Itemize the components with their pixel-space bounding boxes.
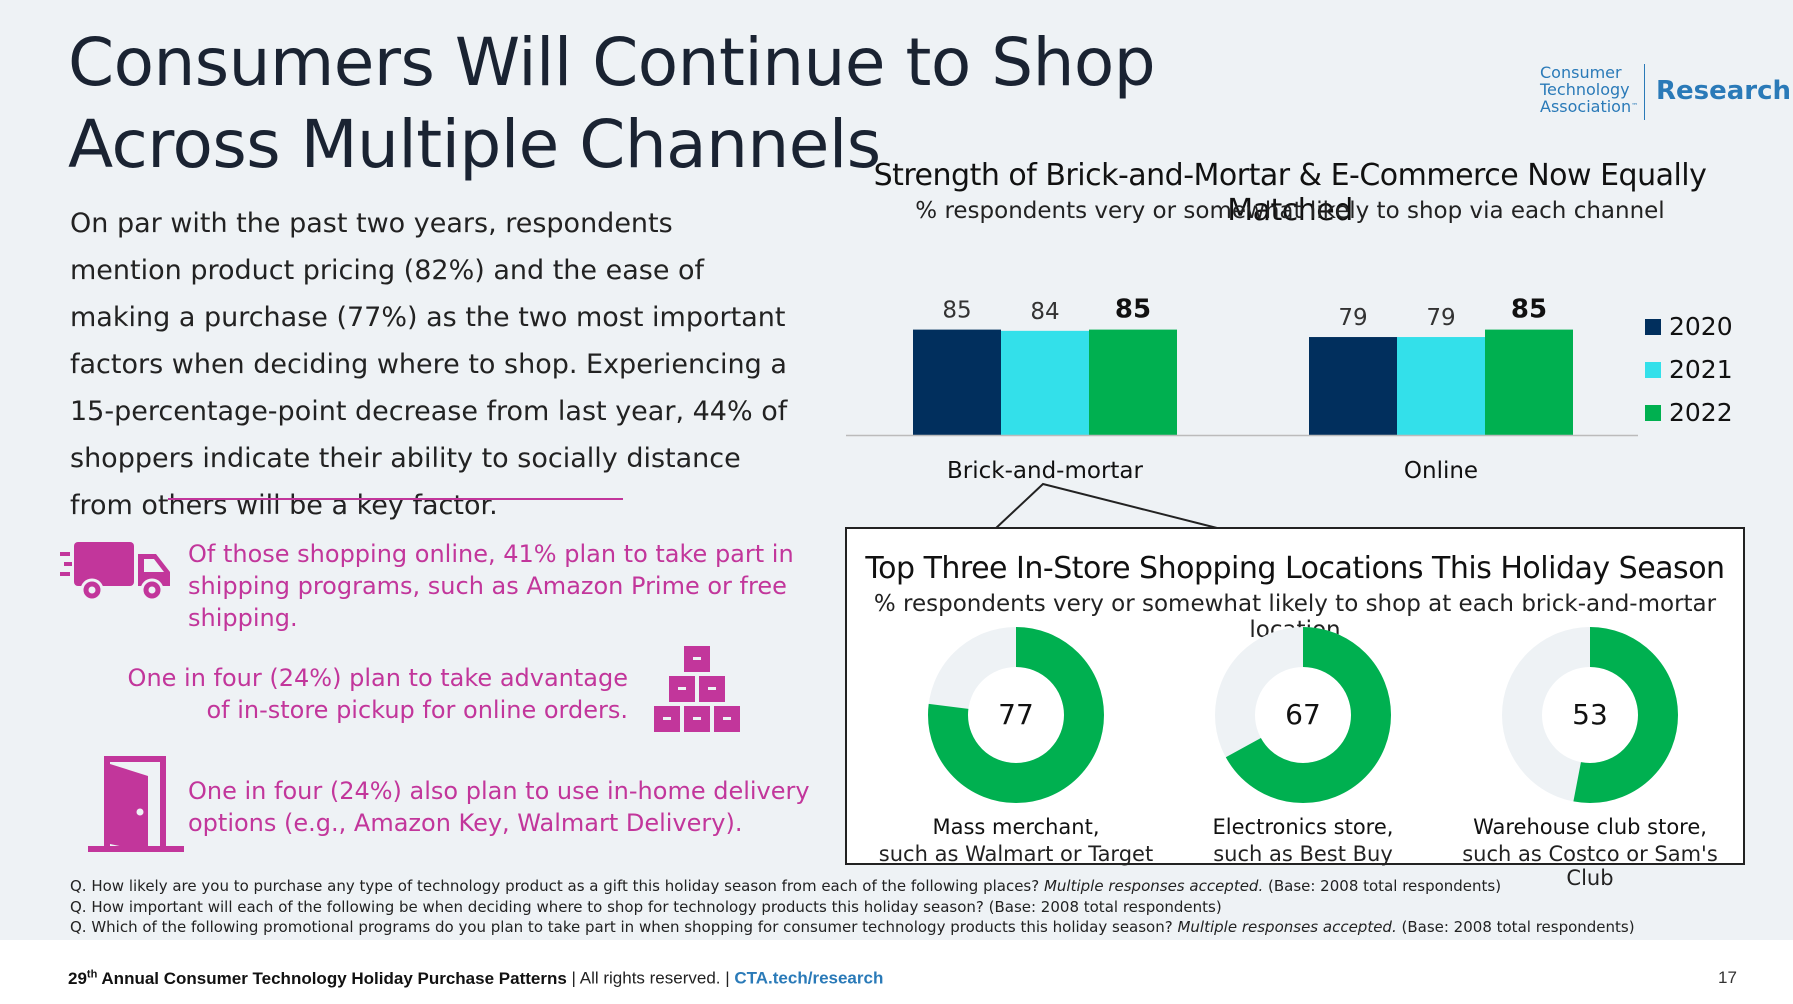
donut-example-label: such as Costco or Sam's Club: [1462, 842, 1718, 890]
bar-chart-title: Strength of Brick-and-Mortar & E-Commerc…: [873, 158, 1707, 228]
bar-2021-0: [1001, 330, 1089, 435]
footer-link[interactable]: CTA.tech/research: [734, 968, 884, 988]
legend-item-2020: 2020: [1645, 305, 1733, 348]
legend-swatch-2021: [1645, 361, 1661, 378]
bar-value-label: 85: [1115, 295, 1151, 325]
survey-questions: Q. How likely are you to purchase any ty…: [70, 876, 1770, 938]
open-door-icon: [88, 756, 184, 852]
logo-org-name: Consumer Technology Association™: [1540, 63, 1639, 116]
legend-swatch-2022: [1645, 404, 1661, 421]
donut-panel-title: Top Three In-Store Shopping Locations Th…: [865, 551, 1725, 586]
callout-inhome-delivery: One in four (24%) also plan to use in-ho…: [188, 777, 810, 837]
survey-note: Q. How important will each of the follow…: [70, 897, 1222, 916]
legend-label-2020: 2020: [1669, 312, 1733, 341]
bar-value-label: 85: [942, 298, 971, 324]
bar-2021-1: [1397, 337, 1485, 435]
donut-warehouse-club: 53 Warehouse club store, such as Costco …: [1450, 627, 1730, 890]
in-store-locations-panel: Top Three In-Store Shopping Locations Th…: [845, 527, 1745, 890]
bar-2020-0: [913, 329, 1001, 435]
donut-value-arc: [1215, 627, 1391, 803]
legend-item-2022: 2022: [1645, 391, 1733, 434]
section-divider: [168, 498, 623, 500]
donut-category-label: Mass merchant,: [932, 815, 1100, 839]
donut-value-label: 53: [1572, 698, 1608, 731]
bar-2020-1: [1309, 337, 1397, 435]
cta-logo: Consumer Technology Association™ Researc…: [1540, 63, 1791, 122]
donut-category-label: Electronics store,: [1212, 815, 1394, 839]
bar-value-label: 84: [1030, 299, 1059, 325]
donut-category-label: Warehouse club store,: [1473, 815, 1707, 839]
donut-value-label: 77: [998, 698, 1034, 731]
page-title: Consumers Will Continue to Shop Across M…: [68, 24, 1156, 183]
callout-pickup: One in four (24%) plan to take advantage…: [127, 664, 628, 724]
donut-value-label: 67: [1285, 698, 1321, 731]
logo-divider: [1644, 64, 1645, 120]
footer-sep: |: [725, 968, 735, 988]
donut-electronics-store: 67 Electronics store, such as Best Buy: [1163, 627, 1443, 877]
legend-item-2021: 2021: [1645, 348, 1733, 391]
bar-2022-1: [1485, 329, 1573, 435]
bar-value-label: 85: [1511, 295, 1547, 325]
bar-chart-subtitle: % respondents very or somewhat likely to…: [915, 198, 1665, 224]
donut-mass-merchant: 77 Mass merchant, such as Walmart or Tar…: [876, 627, 1156, 877]
donut-value-arc: [928, 627, 1104, 803]
logo-trademark: ™: [1631, 102, 1639, 110]
footer-sep: |: [566, 968, 580, 988]
category-label: Brick-and-mortar: [947, 458, 1144, 484]
body-paragraph: On par with the past two years, responde…: [70, 208, 788, 521]
callout-shipping: Of those shopping online, 41% plan to ta…: [188, 540, 794, 632]
logo-research: Research: [1656, 76, 1792, 106]
survey-note: Q. Which of the following promotional pr…: [70, 918, 1635, 936]
bar-chart: 85 84 85 Brick-and-mortar 79 79 85 Online: [846, 295, 1638, 484]
legend-label-2022: 2022: [1669, 398, 1733, 427]
callout-pointer: [994, 482, 1222, 530]
stacked-boxes-icon: [652, 644, 742, 734]
delivery-truck-icon: [60, 542, 170, 602]
slide: Consumers Will Continue to Shop Across M…: [0, 0, 1793, 940]
footer: 29th Annual Consumer Technology Holiday …: [68, 968, 883, 989]
donut-example-label: such as Best Buy: [1213, 842, 1393, 866]
legend-label-2021: 2021: [1669, 355, 1733, 384]
donut-example-label: such as Walmart or Target: [878, 842, 1154, 866]
bar-chart-legend: 2020 2021 2022: [1645, 305, 1733, 434]
donut-ring-electronics-store: [1215, 627, 1391, 803]
footer-rights: All rights reserved.: [579, 968, 726, 988]
donut-ring-warehouse-club: [1502, 627, 1678, 803]
bar-value-label: 79: [1426, 305, 1455, 331]
bar-2022-0: [1089, 329, 1177, 435]
category-label: Online: [1404, 458, 1478, 484]
page-number: 17: [1718, 968, 1737, 987]
survey-note: Q. How likely are you to purchase any ty…: [70, 877, 1502, 895]
footer-report-title: 29th Annual Consumer Technology Holiday …: [68, 968, 567, 988]
donut-ring-mass-merchant: [928, 627, 1104, 803]
legend-swatch-2020: [1645, 318, 1661, 335]
bar-value-label: 79: [1338, 305, 1367, 331]
donut-value-arc: [1502, 627, 1678, 803]
